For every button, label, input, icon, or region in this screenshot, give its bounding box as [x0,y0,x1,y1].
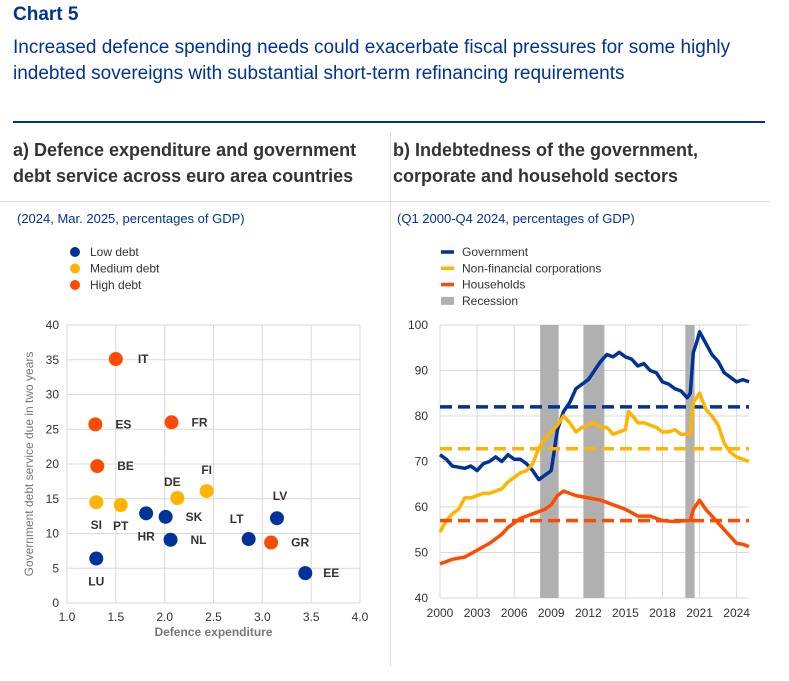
x-tick-label: 2003 [464,606,491,620]
data-point-DE [170,491,185,506]
y-tick-label: 5 [52,561,59,575]
x-tick-label: 4.0 [352,610,369,624]
data-point-ES [88,417,103,432]
scatter-chart: 1.0 1.5 2.0 2.5 3.0 3.5 4.0 0 5 10 15 20 25 30 35 40 Def… [22,245,369,639]
y-tick-label: 25 [46,422,60,436]
legend-label-government: Government [462,245,529,259]
line-chart: 2000 2003 2006 2009 2012 2015 2018 2021 2024 40 50… [408,245,750,620]
legend-label-nfc: Non-financial corporations [462,261,601,275]
data-point-HR [139,506,154,521]
data-label-HR: HR [137,529,155,543]
data-label-ES: ES [115,417,131,431]
data-label-GR: GR [291,536,309,550]
x-tick-label: 2021 [686,606,713,620]
data-label-NL: NL [191,533,207,547]
panel-a-caption: (2024, Mar. 2025, percentages of GDP) [17,211,245,226]
data-point-NL [163,532,178,547]
data-point-LV [269,511,284,526]
data-label-IT: IT [138,352,149,366]
x-tick-label: 2015 [612,606,639,620]
panel-divider [390,132,391,666]
x-axis-label: Defence expenditure [154,625,272,639]
x-tick-label: 2.5 [205,610,222,624]
data-point-LU [89,551,104,566]
title-rule [13,121,765,123]
data-point-SK [158,509,173,524]
y-tick-label: 15 [46,492,60,506]
data-point-PT [113,498,128,513]
y-tick-label: 30 [46,388,60,402]
legend-marker-recession [441,296,454,305]
y-axis-label: Government debt service due in two years [22,352,36,577]
x-tick-label: 2.0 [156,610,173,624]
x-tick-label: 1.5 [107,610,124,624]
chart-number: Chart 5 [13,4,79,25]
x-tick-label: 3.5 [303,610,320,624]
x-tick-label: 1.0 [59,610,76,624]
series-line-households [439,489,750,566]
y-tick-label: 60 [415,500,429,514]
x-tick-label: 2024 [723,606,750,620]
data-label-EE: EE [323,566,339,580]
data-label-LU: LU [88,575,104,589]
legend-label-low: Low debt [90,245,139,259]
panel-b-caption: (Q1 2000-Q4 2024, percentages of GDP) [397,211,635,226]
y-tick-label: 90 [415,364,429,378]
panel-b-title: b) Indebtedness of the government, corpo… [393,140,699,186]
data-point-EE [298,566,313,581]
recession-band [583,325,605,598]
legend-label-recession: Recession [462,294,518,308]
series-line-government [438,330,750,482]
y-tick-label: 80 [415,409,429,423]
legend-marker-medium [70,263,80,274]
legend-marker-low [70,247,80,257]
y-tick-label: 10 [46,527,60,541]
data-label-PT: PT [113,519,129,533]
data-label-FI: FI [201,463,212,477]
x-tick-label: 2009 [538,606,565,620]
data-label-LT: LT [230,512,244,526]
y-tick-label: 35 [46,353,60,367]
data-label-DE: DE [164,475,181,489]
recession-band [540,325,559,598]
series-line-nfc [438,391,750,533]
data-point-SI [89,495,104,510]
x-tick-label: 2012 [575,606,602,620]
data-point-GR [264,535,279,550]
legend-label-high: High debt [90,278,142,292]
legend-label-households: Households [462,278,525,292]
x-tick-label: 2006 [501,606,528,620]
panel-a-title: a) Defence expenditure and government de… [13,140,357,186]
x-tick-label: 3.0 [254,610,271,624]
legend-marker-high [70,280,80,290]
data-label-SI: SI [91,518,102,532]
data-label-LV: LV [273,489,287,503]
data-point-FI [199,484,214,499]
chart-subtitle: Increased defence spending needs could e… [13,37,731,84]
legend-label-medium: Medium debt [90,262,160,276]
y-tick-label: 0 [52,596,59,610]
data-label-FR: FR [192,415,208,429]
y-tick-label: 40 [415,591,429,605]
data-point-LT [241,532,256,547]
data-label-SK: SK [186,510,203,524]
x-tick-label: 2000 [427,606,454,620]
data-point-BE [90,459,105,474]
y-tick-label: 20 [46,457,60,471]
y-tick-label: 50 [415,546,429,560]
y-tick-label: 40 [46,318,60,332]
y-tick-label: 100 [408,318,428,332]
recession-band [685,325,695,598]
panel-title-rule [0,201,770,202]
data-label-BE: BE [117,459,134,473]
data-point-IT [108,352,123,367]
data-point-FR [164,415,179,430]
y-tick-label: 70 [415,455,429,469]
x-tick-label: 2018 [649,606,676,620]
